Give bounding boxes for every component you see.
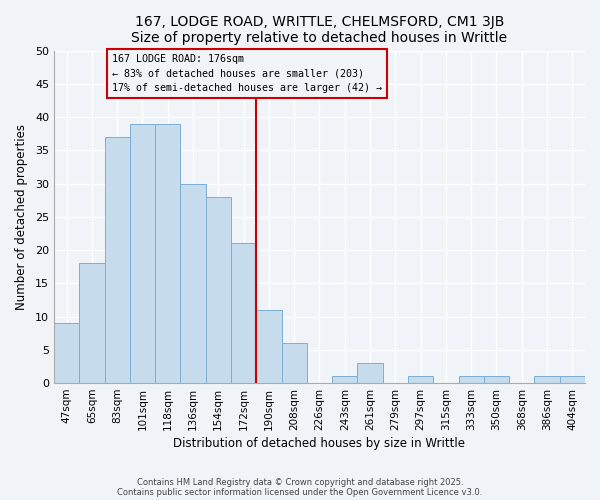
Bar	[79, 264, 104, 383]
Text: Contains HM Land Registry data © Crown copyright and database right 2025.
Contai: Contains HM Land Registry data © Crown c…	[118, 478, 482, 497]
Bar	[560, 376, 585, 383]
Bar	[181, 184, 206, 383]
Bar	[155, 124, 181, 383]
X-axis label: Distribution of detached houses by size in Writtle: Distribution of detached houses by size …	[173, 437, 466, 450]
Y-axis label: Number of detached properties: Number of detached properties	[15, 124, 28, 310]
Bar	[458, 376, 484, 383]
Bar	[130, 124, 155, 383]
Bar	[535, 376, 560, 383]
Bar	[358, 363, 383, 383]
Text: 167 LODGE ROAD: 176sqm
← 83% of detached houses are smaller (203)
17% of semi-de: 167 LODGE ROAD: 176sqm ← 83% of detached…	[112, 54, 382, 94]
Title: 167, LODGE ROAD, WRITTLE, CHELMSFORD, CM1 3JB
Size of property relative to detac: 167, LODGE ROAD, WRITTLE, CHELMSFORD, CM…	[131, 15, 508, 45]
Bar	[256, 310, 281, 383]
Bar	[484, 376, 509, 383]
Bar	[206, 197, 231, 383]
Bar	[104, 137, 130, 383]
Bar	[281, 343, 307, 383]
Bar	[332, 376, 358, 383]
Bar	[408, 376, 433, 383]
Bar	[54, 323, 79, 383]
Bar	[231, 244, 256, 383]
